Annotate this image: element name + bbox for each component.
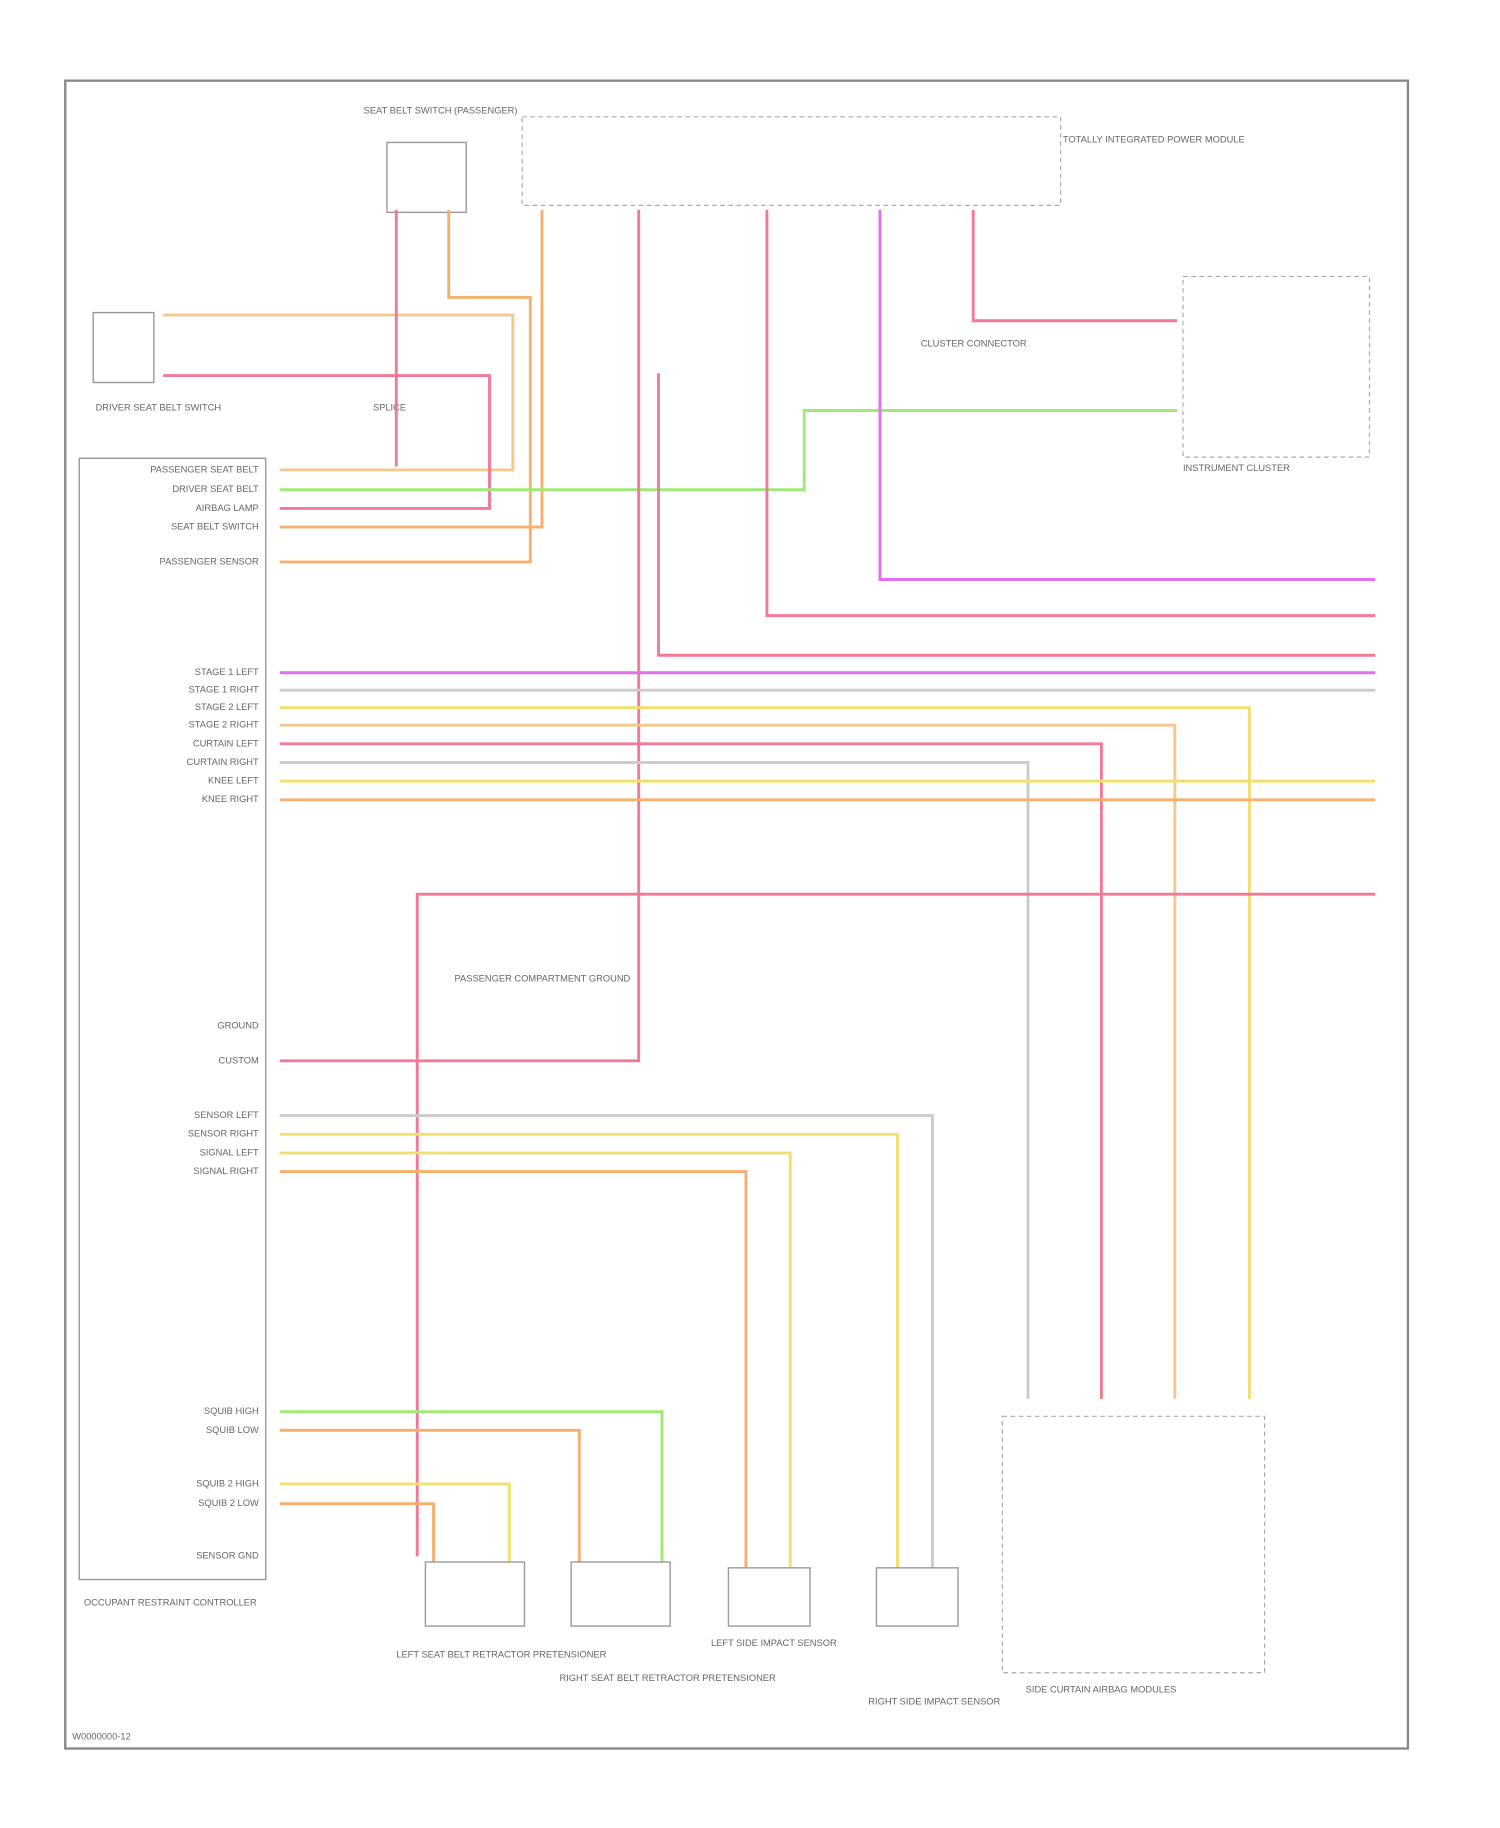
pin-label: AIRBAG LAMP xyxy=(196,503,259,513)
pin-label: SIGNAL RIGHT xyxy=(193,1166,259,1176)
label: PASSENGER COMPARTMENT GROUND xyxy=(455,974,631,984)
frame xyxy=(64,79,1410,1750)
pin-label: CURTAIN RIGHT xyxy=(187,757,259,767)
pin-label: SQUIB 2 HIGH xyxy=(196,1478,259,1488)
pin-label: SQUIB HIGH xyxy=(204,1406,259,1416)
pin-label: SQUIB 2 LOW xyxy=(198,1498,259,1508)
driver-switch xyxy=(92,311,155,384)
wire xyxy=(279,1132,899,1568)
pin-label: SIGNAL LEFT xyxy=(200,1147,259,1157)
pin-label: PASSENGER SENSOR xyxy=(160,556,259,566)
wire xyxy=(279,761,1030,1399)
cluster-box xyxy=(1182,275,1371,458)
wire xyxy=(657,373,1376,657)
wire xyxy=(279,1502,436,1563)
pin-label: CUSTOM xyxy=(219,1055,259,1065)
wire xyxy=(279,210,532,564)
component xyxy=(727,1567,811,1627)
label: SIDE CURTAIN AIRBAG MODULES xyxy=(1026,1685,1177,1695)
wire xyxy=(279,210,544,529)
label: DRIVER SEAT BELT SWITCH xyxy=(96,403,222,413)
wire xyxy=(279,1151,792,1568)
component xyxy=(570,1561,671,1627)
wire xyxy=(971,210,1178,323)
pin-label: STAGE 1 RIGHT xyxy=(189,685,260,695)
wire xyxy=(878,210,1376,581)
pin-label: STAGE 2 RIGHT xyxy=(189,720,260,730)
label: LEFT SIDE IMPACT SENSOR xyxy=(711,1638,837,1648)
label: INSTRUMENT CLUSTER xyxy=(1183,463,1290,473)
wire xyxy=(279,409,1178,492)
pin-label: STAGE 2 LEFT xyxy=(195,702,259,712)
component xyxy=(875,1567,959,1627)
label: SPLICE xyxy=(373,403,406,413)
pin-label: CURTAIN LEFT xyxy=(193,738,259,748)
label: TOTALLY INTEGRATED POWER MODULE xyxy=(1063,135,1245,145)
pin-label: DRIVER SEAT BELT xyxy=(172,484,259,494)
label: RIGHT SIDE IMPACT SENSOR xyxy=(868,1696,1000,1706)
wire xyxy=(279,1170,748,1568)
wire xyxy=(279,706,1251,1399)
label: OCCUPANT RESTRAINT CONTROLLER xyxy=(84,1597,257,1607)
pin-label: KNEE LEFT xyxy=(208,776,259,786)
footer: W0000000-12 xyxy=(72,1731,131,1741)
wire xyxy=(279,1410,664,1563)
pin-label: STAGE 1 LEFT xyxy=(195,667,259,677)
wire xyxy=(279,210,641,1063)
wire xyxy=(415,892,1376,1557)
pin-label: SENSOR LEFT xyxy=(194,1110,259,1120)
pin-label: KNEE RIGHT xyxy=(202,794,259,804)
label: RIGHT SEAT BELT RETRACTOR PRETENSIONER xyxy=(559,1673,776,1683)
label: SEAT BELT SWITCH (PASSENGER) xyxy=(364,105,518,115)
pin-label: SENSOR RIGHT xyxy=(188,1129,259,1139)
component xyxy=(1001,1415,1266,1674)
fuse-box xyxy=(521,116,1062,206)
label: LEFT SEAT BELT RETRACTOR PRETENSIONER xyxy=(396,1650,606,1660)
wire xyxy=(279,742,1103,1399)
wire xyxy=(163,374,491,510)
wire xyxy=(765,210,1376,618)
wire xyxy=(163,313,515,472)
wire xyxy=(279,1428,581,1563)
wire xyxy=(279,723,1177,1399)
pin-label: SQUIB LOW xyxy=(206,1425,259,1435)
wire xyxy=(279,1482,511,1563)
pin-label: PASSENGER SEAT BELT xyxy=(150,464,259,474)
pin-label: SEAT BELT SWITCH xyxy=(171,522,259,532)
switch-box xyxy=(386,141,467,214)
label: CLUSTER CONNECTOR xyxy=(921,339,1027,349)
pin-label: SENSOR GND xyxy=(196,1551,259,1561)
module-box xyxy=(78,457,267,1581)
wire xyxy=(279,1114,934,1568)
pin-label: GROUND xyxy=(217,1020,259,1030)
component xyxy=(424,1561,526,1627)
